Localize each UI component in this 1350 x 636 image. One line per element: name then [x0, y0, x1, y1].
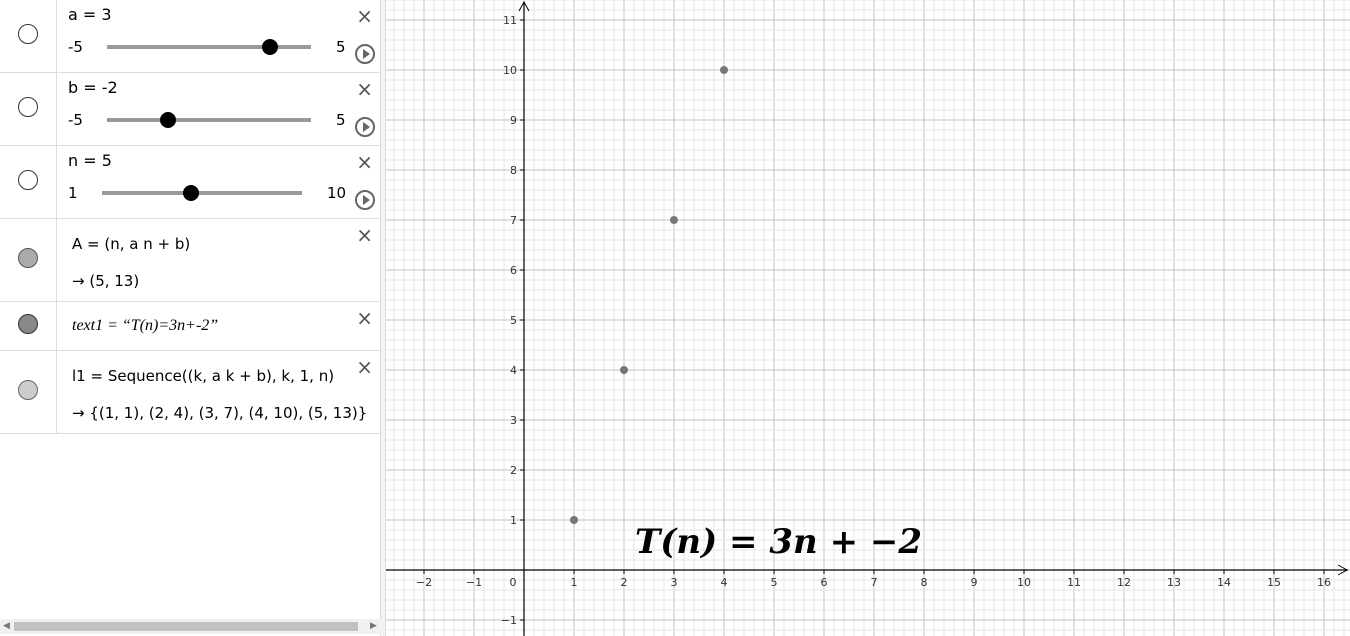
slider-row-a: a = 3 × -5 5: [0, 0, 381, 73]
visibility-toggle[interactable]: [18, 97, 38, 117]
sequence-point: [620, 366, 628, 374]
x-tick-label: 6: [821, 576, 828, 589]
x-tick-label: 15: [1267, 576, 1281, 589]
x-tick-label: 13: [1167, 576, 1181, 589]
slider-min: 1: [68, 184, 78, 202]
slider-knob[interactable]: [262, 39, 279, 55]
sequence-point: [720, 66, 728, 74]
play-icon[interactable]: [355, 44, 375, 64]
close-icon[interactable]: ×: [356, 306, 373, 330]
slider-max: 5: [336, 38, 346, 56]
x-tick-label: 8: [921, 576, 928, 589]
sequence-point: [570, 516, 578, 524]
y-tick-label: −1: [501, 614, 517, 627]
x-tick-label: −1: [466, 576, 482, 589]
slider-max: 5: [336, 111, 346, 129]
slider-max: 10: [327, 184, 347, 202]
list-definition[interactable]: l1 = Sequence((k, a k + b), k, 1, n): [72, 367, 335, 385]
x-axis-arrow: [1337, 564, 1349, 576]
y-tick-label: 10: [503, 64, 517, 77]
text1-row: text1 = “T(n)=3n+-2” ×: [0, 302, 381, 351]
list-row: l1 = Sequence((k, a k + b), k, 1, n) × →…: [0, 351, 381, 434]
play-icon[interactable]: [355, 117, 375, 137]
y-axis-arrow: [518, 0, 530, 12]
scroll-right-icon[interactable]: ▶: [370, 621, 377, 631]
slider-track[interactable]: [107, 112, 311, 128]
text-definition[interactable]: text1 = “T(n)=3n+-2”: [72, 317, 219, 334]
y-tick-label: 2: [510, 464, 517, 477]
close-icon[interactable]: ×: [356, 77, 373, 101]
horizontal-scrollbar[interactable]: ◀ ▶: [0, 619, 381, 634]
slider-knob[interactable]: [160, 112, 177, 128]
visibility-toggle[interactable]: [18, 248, 38, 268]
algebra-view: a = 3 × -5 5 b = -2 × -5 5 n = 5 × 1 10 …: [0, 0, 381, 636]
x-tick-label: 9: [971, 576, 978, 589]
slider-label[interactable]: a = 3: [68, 5, 112, 24]
visibility-toggle[interactable]: [18, 170, 38, 190]
panel-divider[interactable]: [381, 0, 386, 636]
x-tick-label: 5: [771, 576, 778, 589]
slider-track[interactable]: [107, 39, 311, 55]
x-tick-label: 7: [871, 576, 878, 589]
y-tick-label: 11: [503, 14, 517, 27]
visibility-toggle[interactable]: [18, 380, 38, 400]
x-tick-label: 4: [721, 576, 728, 589]
x-tick-label: 3: [671, 576, 678, 589]
list-value: → {(1, 1), (2, 4), (3, 7), (4, 10), (5, …: [72, 404, 368, 422]
x-tick-label: 16: [1317, 576, 1331, 589]
y-tick-label: 3: [510, 414, 517, 427]
x-tick-label: 0: [510, 576, 517, 589]
play-icon[interactable]: [355, 190, 375, 210]
visibility-toggle[interactable]: [18, 24, 38, 44]
x-tick-label: 2: [621, 576, 628, 589]
close-icon[interactable]: ×: [356, 223, 373, 247]
scrollbar-thumb[interactable]: [14, 622, 358, 631]
slider-label[interactable]: b = -2: [68, 78, 118, 97]
y-tick-label: 4: [510, 364, 517, 377]
point-a-row: A = (n, a n + b) × → (5, 13): [0, 219, 381, 302]
y-tick-label: 1: [510, 514, 517, 527]
y-tick-label: 9: [510, 114, 517, 127]
point-value: → (5, 13): [72, 272, 140, 290]
y-tick-label: 8: [510, 164, 517, 177]
x-tick-label: 14: [1217, 576, 1231, 589]
point-definition[interactable]: A = (n, a n + b): [72, 235, 191, 253]
x-tick-label: −2: [416, 576, 432, 589]
y-tick-label: 6: [510, 264, 517, 277]
slider-knob[interactable]: [182, 185, 199, 201]
y-tick-label: 7: [510, 214, 517, 227]
scroll-left-icon[interactable]: ◀: [3, 621, 10, 631]
x-tick-label: 1: [571, 576, 578, 589]
y-tick-label: 5: [510, 314, 517, 327]
slider-track[interactable]: [102, 185, 302, 201]
slider-label[interactable]: n = 5: [68, 151, 112, 170]
graphics-view[interactable]: −2 −1 0 1 2 3 4 5 6 7 8 9 10 11 12 13 14 15 16−11234567891…: [386, 0, 1350, 636]
slider-row-b: b = -2 × -5 5: [0, 73, 381, 146]
close-icon[interactable]: ×: [356, 150, 373, 174]
visibility-toggle[interactable]: [18, 314, 38, 334]
x-tick-label: 12: [1117, 576, 1131, 589]
text1-label[interactable]: T(n) = 3n + −2: [635, 522, 923, 562]
slider-min: -5: [68, 111, 83, 129]
close-icon[interactable]: ×: [356, 4, 373, 28]
slider-min: -5: [68, 38, 83, 56]
x-tick-label: 11: [1067, 576, 1081, 589]
slider-row-n: n = 5 × 1 10: [0, 146, 381, 219]
x-tick-label: 10: [1017, 576, 1031, 589]
close-icon[interactable]: ×: [356, 355, 373, 379]
sequence-point: [670, 216, 678, 224]
